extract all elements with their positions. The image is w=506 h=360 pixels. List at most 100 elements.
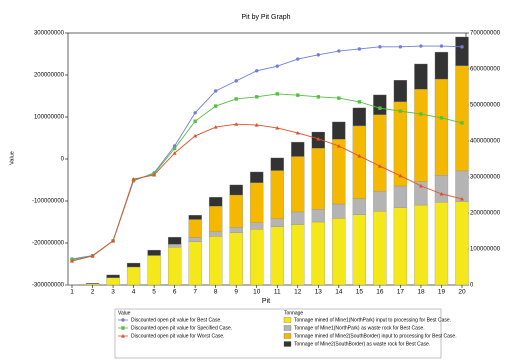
x-tick-label: 3 xyxy=(111,289,115,296)
x-tick-label: 19 xyxy=(438,289,446,296)
bar-segment xyxy=(188,215,202,220)
bar-segment xyxy=(126,262,141,268)
line-marker xyxy=(131,177,136,181)
legend-marker xyxy=(121,326,125,330)
x-tick-label: 17 xyxy=(397,289,405,296)
line-marker xyxy=(172,146,177,151)
x-axis-label: Pit xyxy=(262,298,270,305)
line-marker xyxy=(337,96,341,100)
y-tick-label: -100000000 xyxy=(32,199,65,205)
x-tick-label: 13 xyxy=(315,289,323,296)
line-marker xyxy=(439,116,444,120)
bar-segment xyxy=(311,221,325,286)
bar-segment xyxy=(85,283,100,286)
bar-segment xyxy=(188,219,202,238)
bar-segment xyxy=(393,185,408,208)
bar-segment xyxy=(250,229,264,286)
line xyxy=(71,45,463,260)
bar-segment xyxy=(291,224,305,286)
y-tick-label: -300000000 xyxy=(32,283,65,289)
line-marker xyxy=(377,164,382,168)
bar-segment xyxy=(167,247,182,286)
y-tick-label: 200000000 xyxy=(34,73,65,79)
bar-segment xyxy=(311,209,325,223)
legend-marker xyxy=(121,334,125,338)
line-marker xyxy=(90,254,95,258)
line-marker xyxy=(111,238,116,243)
y-tick-label: 0 xyxy=(61,157,65,163)
x-tick-label: 20 xyxy=(458,289,466,296)
line-marker xyxy=(439,44,444,48)
bar-segment xyxy=(250,182,264,223)
line-marker xyxy=(378,45,382,49)
bar-segment xyxy=(188,241,202,286)
bar-segment xyxy=(352,214,367,286)
x-tick-label: 5 xyxy=(152,289,156,296)
bar-segment xyxy=(332,139,346,205)
bar-segment xyxy=(291,156,305,213)
y2-tick-label: 700000000 xyxy=(470,31,501,37)
x-tick-label: 8 xyxy=(214,289,218,296)
x-tick-label: 6 xyxy=(173,289,177,296)
bar-segment xyxy=(147,249,161,256)
line-marker xyxy=(234,97,238,101)
bar-segment xyxy=(209,206,223,232)
y2-tick-label: 300000000 xyxy=(470,175,501,181)
x-tick-label: 16 xyxy=(376,289,384,296)
bar-segment xyxy=(229,227,243,233)
line-marker xyxy=(418,183,423,188)
bar-segment xyxy=(291,211,305,225)
bar-segment xyxy=(250,171,264,183)
bar-segment xyxy=(126,266,141,286)
bar-segment xyxy=(352,107,367,127)
x-tick-label: 9 xyxy=(234,289,238,296)
line-marker xyxy=(336,143,341,148)
line-marker xyxy=(460,45,464,49)
line-marker xyxy=(275,92,279,96)
bar-segment xyxy=(373,94,387,115)
bar-segment xyxy=(167,244,182,248)
x-tick-label: 11 xyxy=(274,289,281,296)
bar-segment xyxy=(455,170,469,202)
legend-label: Tonnage of Mine1(NorthPark) as waste roc… xyxy=(294,325,425,331)
line-marker xyxy=(234,79,238,83)
bar-segment xyxy=(332,121,346,140)
line-marker xyxy=(193,133,198,138)
legend-header: Tonnage xyxy=(284,310,303,316)
bar-segment xyxy=(434,51,449,80)
line-marker xyxy=(316,136,321,141)
x-tick-label: 2 xyxy=(91,289,95,296)
bar-segment xyxy=(414,89,428,182)
legend-swatch xyxy=(283,325,292,331)
bar-segment xyxy=(291,141,305,157)
legend-label: Tonnage mined of Mine2(SouthBorder) inpu… xyxy=(294,333,457,339)
y2-tick-label: 400000000 xyxy=(470,139,501,145)
bar-segment xyxy=(434,78,449,176)
y2-tick-label: 200000000 xyxy=(470,211,501,217)
x-tick-label: 7 xyxy=(193,289,197,296)
legend-swatch xyxy=(283,317,292,323)
line-marker xyxy=(316,53,321,57)
legend-label: Discounted open pit value for Best Case. xyxy=(131,317,222,323)
line-marker xyxy=(255,69,259,73)
x-tick-label: 18 xyxy=(417,289,425,296)
bar-segment xyxy=(414,204,428,286)
x-tick-label: 1 xyxy=(70,289,74,296)
bar-segment xyxy=(332,218,346,286)
line-marker xyxy=(70,259,74,263)
legend-box xyxy=(114,308,442,359)
line-marker xyxy=(234,122,239,126)
line-marker xyxy=(378,106,382,110)
bar-segment xyxy=(209,197,223,207)
bar-segment xyxy=(270,226,284,286)
line-marker xyxy=(460,121,464,125)
y2-tick-label: 0 xyxy=(470,283,474,289)
legend-swatch xyxy=(283,341,292,347)
line-marker xyxy=(296,57,300,61)
bar-segment xyxy=(167,236,182,245)
y2-tick-label: 600000000 xyxy=(470,67,501,73)
line-marker xyxy=(213,89,218,93)
line-marker xyxy=(439,191,444,196)
y-tick-label: 300000000 xyxy=(34,31,65,37)
bar-segment xyxy=(229,232,243,286)
